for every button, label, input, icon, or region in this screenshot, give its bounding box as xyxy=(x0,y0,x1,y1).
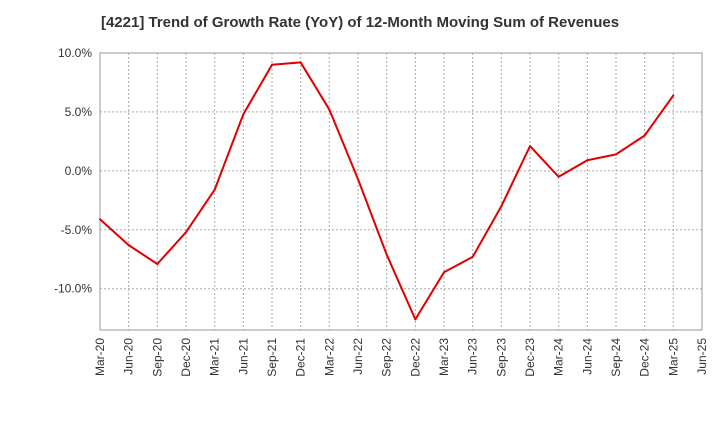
x-tick-label: Dec-21 xyxy=(294,338,308,377)
data-point xyxy=(156,262,159,265)
y-tick-label: 0.0% xyxy=(65,164,93,178)
x-tick-label: Jun-20 xyxy=(122,338,136,375)
data-point xyxy=(271,63,273,66)
x-tick-label: Sep-22 xyxy=(380,338,394,377)
x-tick-label: Jun-22 xyxy=(351,338,365,375)
x-tick-label: Dec-20 xyxy=(179,338,193,377)
x-axis-ticks: Mar-20 Jun-20 Sep-20 Dec-20 Mar-21 Jun-21 Sep-… xyxy=(93,338,709,377)
series-layer xyxy=(99,61,675,321)
x-tick-label: Jun-25 xyxy=(695,338,709,375)
data-point xyxy=(99,218,101,221)
data-point xyxy=(643,134,646,137)
data-point xyxy=(500,205,503,208)
x-tick-label: Dec-23 xyxy=(523,338,537,377)
x-tick-label: Sep-21 xyxy=(265,338,279,377)
data-point xyxy=(672,94,675,97)
y-tick-label: 10.0% xyxy=(58,46,92,60)
data-point xyxy=(185,231,187,234)
x-tick-label: Mar-20 xyxy=(93,338,107,376)
x-tick-label: Mar-23 xyxy=(437,338,451,376)
data-point xyxy=(127,244,130,247)
data-point xyxy=(586,159,589,162)
x-tick-label: Dec-22 xyxy=(408,338,422,377)
data-point xyxy=(242,113,245,116)
x-tick-label: Jun-24 xyxy=(580,338,594,375)
x-tick-label: Sep-23 xyxy=(494,338,508,377)
x-tick-label: Dec-24 xyxy=(638,338,652,377)
y-tick-label: -5.0% xyxy=(61,223,93,237)
x-tick-label: Sep-24 xyxy=(609,338,623,377)
x-tick-label: Mar-25 xyxy=(666,338,680,376)
data-point xyxy=(213,188,216,191)
data-point xyxy=(443,271,445,274)
data-point xyxy=(471,255,474,258)
y-tick-label: 5.0% xyxy=(65,105,93,119)
data-point xyxy=(615,153,617,156)
data-point xyxy=(357,178,359,181)
plot-frame xyxy=(99,52,703,331)
x-tick-label: Mar-21 xyxy=(208,338,222,376)
data-point xyxy=(414,318,417,321)
x-tick-label: Mar-24 xyxy=(552,338,566,376)
y-axis-ticks: 10.0% 5.0% 0.0% -5.0% -10.0% xyxy=(54,46,92,296)
y-tick-label: -10.0% xyxy=(54,282,92,296)
chart-title: [4221] Trend of Growth Rate (YoY) of 12-… xyxy=(100,14,620,31)
data-point xyxy=(299,61,302,64)
data-point xyxy=(328,108,331,111)
data-point xyxy=(557,175,560,178)
x-tick-label: Jun-23 xyxy=(466,338,480,375)
data-point xyxy=(385,253,388,256)
x-tick-label: Mar-22 xyxy=(322,338,336,376)
x-tick-label: Jun-21 xyxy=(236,338,250,375)
data-point xyxy=(529,145,531,148)
x-tick-label: Sep-20 xyxy=(150,338,164,377)
